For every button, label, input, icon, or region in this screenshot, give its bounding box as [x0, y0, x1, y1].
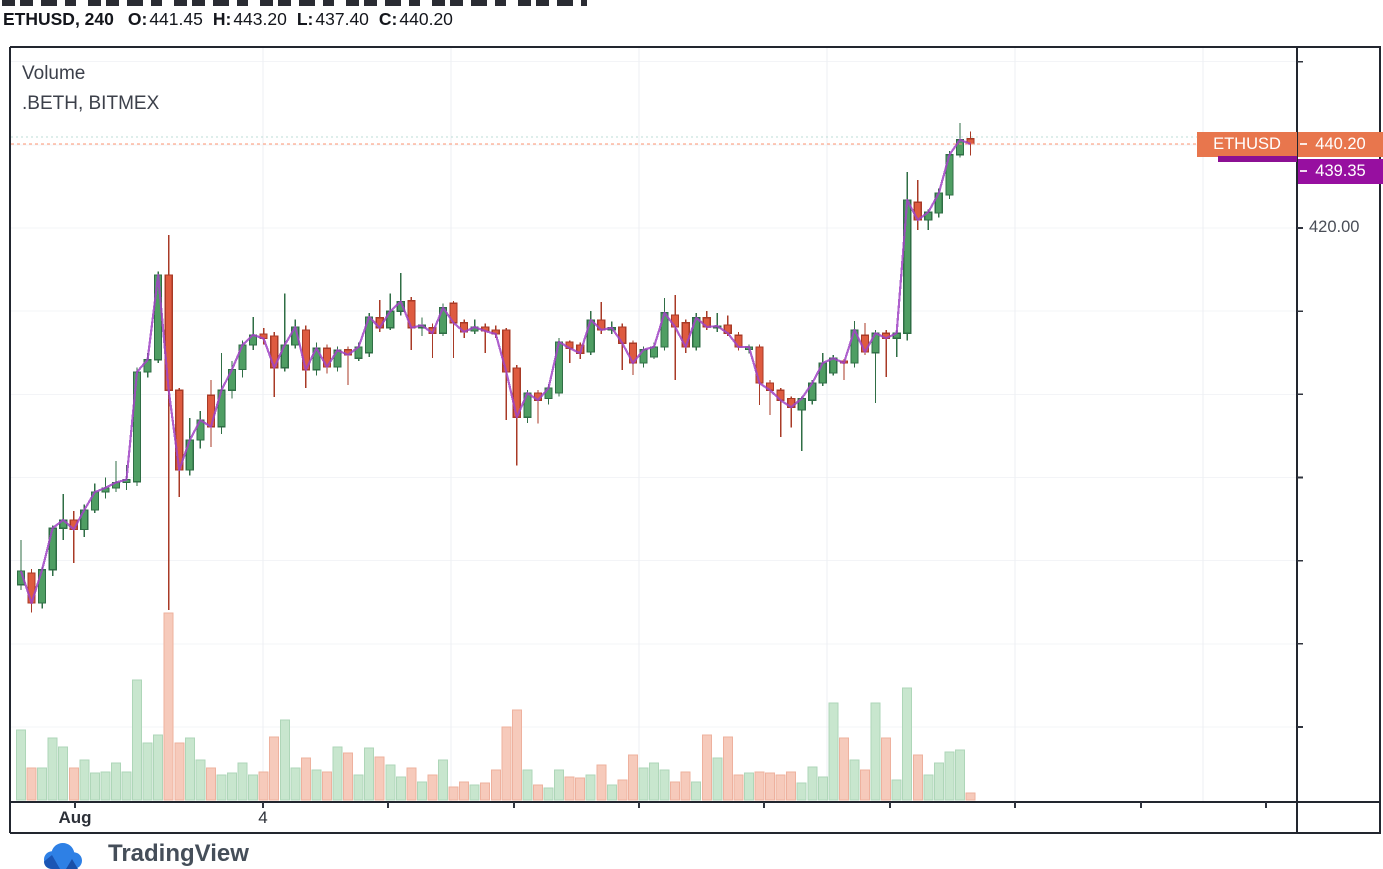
low-value: 437.40: [315, 9, 369, 29]
overlay-price-badge: 439.35: [1298, 159, 1383, 184]
overlay-symbol-legend[interactable]: .BETH, BITMEX: [22, 93, 160, 114]
price-axis-label[interactable]: 420.00: [1309, 218, 1360, 236]
last-price-badge: 440.20: [1298, 132, 1383, 157]
time-axis-label: Aug: [58, 808, 92, 827]
tradingview-logo[interactable]: TradingView: [42, 841, 249, 869]
volume-indicator-legend[interactable]: Volume: [22, 63, 86, 84]
ohlc-header: ETHUSD, 240 O: 441.45 H: 443.20 L: 437.40 C: 440…: [3, 9, 453, 30]
high-value: 443.20: [233, 9, 287, 29]
open-label: O:: [127, 9, 148, 29]
close-label: C:: [378, 9, 398, 29]
tradingview-wordmark: TradingView: [108, 840, 249, 867]
low-label: L:: [296, 9, 314, 29]
time-axis-label: 4: [258, 808, 268, 827]
cutoff-text-sliver: [2, 0, 587, 6]
overlay-price-line-stub: [1218, 156, 1297, 162]
last-price-symbol-badge: ETHUSD: [1197, 132, 1297, 157]
badge-tick: [1300, 170, 1307, 172]
close-value: 440.20: [399, 9, 453, 29]
badge-tick: [1300, 143, 1307, 145]
tradingview-cloud-icon: [44, 843, 82, 869]
symbol-interval: ETHUSD, 240: [3, 9, 114, 29]
open-value: 441.45: [149, 9, 203, 29]
high-label: H:: [212, 9, 232, 29]
